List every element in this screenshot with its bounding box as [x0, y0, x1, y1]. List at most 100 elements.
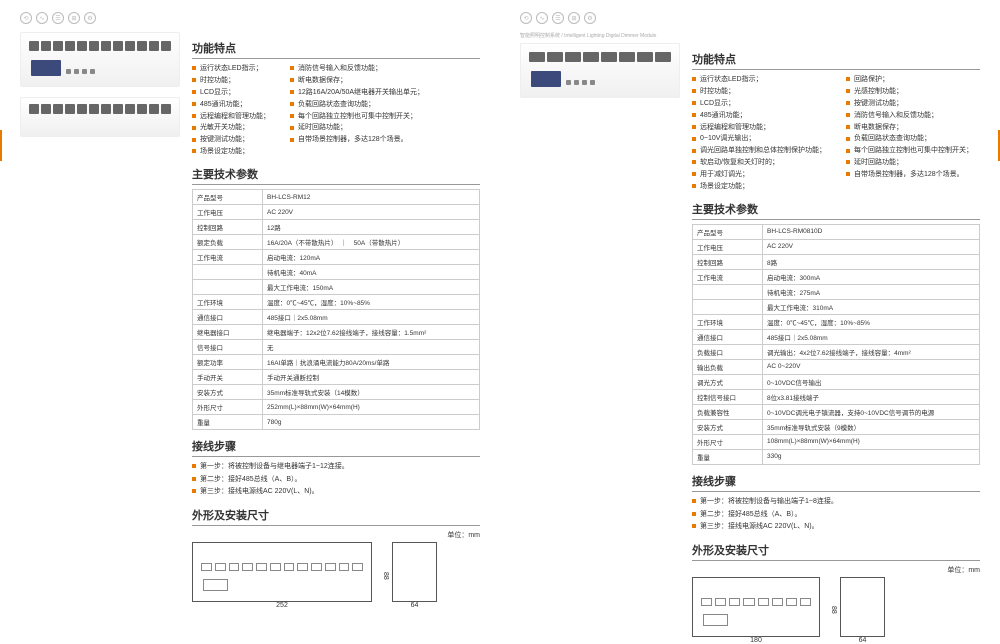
- step-item: 第二步：接好485总线（A、B）。: [692, 509, 980, 522]
- icon-3: ☰: [552, 12, 564, 24]
- spec-row: 产品型号BH-LCS-RM0810D: [693, 224, 980, 239]
- features-list: 运行状态LED指示；时控功能；LCD显示；485通讯功能；远程编程和管理功能；光…: [192, 63, 480, 158]
- feature-item: 0~10V调光输出；: [692, 133, 826, 145]
- front-view: [692, 577, 820, 637]
- feature-item: 负载回路状态查询功能；: [290, 99, 424, 111]
- spec-row: 工作电流启动电流：300mA: [693, 269, 980, 284]
- front-view: [192, 542, 372, 602]
- product-images: [520, 43, 680, 193]
- step-item: 第三步：接线电源线AC 220V(L、N)。: [192, 486, 480, 499]
- feature-item: 调光回路单独控制和总体控制保护功能；: [692, 145, 826, 157]
- icon-4: ⊞: [68, 12, 80, 24]
- feature-item: 用于减灯调光；: [692, 169, 826, 181]
- feature-item: 回路保护；: [846, 74, 973, 86]
- feature-item: 每个回路独立控制也可集中控制开关；: [290, 111, 424, 123]
- top-content: 功能特点 运行状态LED指示；时控功能；LCD显示；485通讯功能；远程编程和管…: [20, 32, 480, 430]
- dim-depth: 64: [840, 637, 885, 644]
- feature-item: 12路16A/20A/50A继电器开关输出单元；: [290, 87, 424, 99]
- dim-height: 88: [382, 572, 389, 580]
- spec-row: 工作环境温度：0℃~45℃，湿度：10%~85%: [693, 314, 980, 329]
- unit-label: 单位：mm: [692, 565, 980, 575]
- feature-item: LCD显示；: [692, 98, 826, 110]
- dim-title: 外形及安装尺寸: [692, 542, 980, 561]
- spec-title: 主要技术参数: [192, 166, 480, 185]
- feature-item: 每个回路独立控制也可集中控制开关；: [846, 145, 973, 157]
- feature-item: 负载回路状态查询功能；: [846, 133, 973, 145]
- spec-row: 调光方式0~10VDC信号输出: [693, 374, 980, 389]
- wiring-title: 接线步骤: [692, 473, 980, 492]
- feature-item: 按键测试功能；: [192, 134, 270, 146]
- dim-width: 252: [192, 602, 372, 609]
- unit-label: 单位：mm: [192, 530, 480, 540]
- icon-2: ∿: [36, 12, 48, 24]
- spec-table: 产品型号BH-LCS-RM12工作电压AC 220V控制回路12路额定负载16A…: [192, 189, 480, 430]
- section-tab: B: [0, 130, 2, 161]
- spec-row: 额定功率16AI单路｜抗浪涌电流能力80A/20ms/单路: [193, 355, 480, 370]
- category-icons: ⟲ ∿ ☰ ⊞ ⚙: [20, 12, 480, 24]
- spec-row: 额定负载16A/20A（不带散热片） ｜ 50A（带散热片）: [193, 235, 480, 250]
- feature-item: 自带场景控制器，多达128个场景。: [290, 134, 424, 146]
- feature-item: 消防信号输入和反馈功能；: [846, 110, 973, 122]
- icon-1: ⟲: [520, 12, 532, 24]
- spec-row: 控制回路8路: [693, 254, 980, 269]
- spec-row: 负载兼容性0~10VDC调光电子镇流器，支持0~10VDC信号调节的电源: [693, 404, 980, 419]
- feature-item: LCD显示；: [192, 87, 270, 99]
- spec-row: 重量780g: [193, 415, 480, 430]
- step-item: 第一步：将被控制设备与继电器端子1~12连接。: [192, 461, 480, 474]
- icon-4: ⊞: [568, 12, 580, 24]
- spec-row: 继电器接口继电器端子：12x2位7.62接线端子，接线容量：1.5mm²: [193, 325, 480, 340]
- spec-row: 待机电流：40mA: [193, 265, 480, 280]
- spec-row: 产品型号BH-LCS-RM12: [193, 190, 480, 205]
- feature-item: 远程编程和管理功能；: [692, 122, 826, 134]
- feature-item: 消防信号输入和反馈功能；: [290, 63, 424, 75]
- features-list: 运行状态LED指示；时控功能；LCD显示；485通讯功能；远程编程和管理功能；0…: [692, 74, 980, 193]
- spec-row: 工作环境温度：0℃~45℃，湿度：10%~85%: [193, 295, 480, 310]
- features-col2: 消防信号输入和反馈功能；断电数据保存；12路16A/20A/50A继电器开关输出…: [290, 63, 424, 158]
- icon-1: ⟲: [20, 12, 32, 24]
- icon-3: ☰: [52, 12, 64, 24]
- left-page: B 智能照明控制系统 ⟲ ∿ ☰ ⊞ ⚙ 功能特点 运行状态LED指示；时控功能…: [0, 0, 500, 576]
- spec-row: 工作电压AC 220V: [193, 205, 480, 220]
- wiring-title: 接线步骤: [192, 438, 480, 457]
- feature-item: 场景设定功能；: [692, 181, 826, 193]
- subtitle: 智能照明控制系统 / Intelligent Lighting Digital …: [520, 32, 980, 39]
- spec-row: 最大工作电流：150mA: [193, 280, 480, 295]
- features-title: 功能特点: [692, 51, 980, 70]
- feature-item: 断电数据保存；: [846, 122, 973, 134]
- spec-row: 通信接口485接口｜2x5.08mm: [693, 329, 980, 344]
- feature-item: 断电数据保存；: [290, 75, 424, 87]
- side-view: [392, 542, 437, 602]
- feature-item: 运行状态LED指示；: [692, 74, 826, 86]
- icon-2: ∿: [536, 12, 548, 24]
- feature-item: 运行状态LED指示；: [192, 63, 270, 75]
- spec-row: 负载接口调光输出：4x2位7.62接线端子，接线容量：4mm²: [693, 344, 980, 359]
- dim-title: 外形及安装尺寸: [192, 507, 480, 526]
- features-col1: 运行状态LED指示；时控功能；LCD显示；485通讯功能；远程编程和管理功能；0…: [692, 74, 826, 193]
- spec-row: 重量330g: [693, 449, 980, 464]
- step-item: 第一步：将被控制设备与输出端子1~8连接。: [692, 496, 980, 509]
- features-col2: 回路保护；光感控制功能；按键测试功能；消防信号输入和反馈功能；断电数据保存；负载…: [846, 74, 973, 193]
- step-item: 第二步：接好485总线（A、B）。: [192, 474, 480, 487]
- feature-item: 光感控制功能；: [846, 86, 973, 98]
- icon-5: ⚙: [84, 12, 96, 24]
- spec-row: 工作电压AC 220V: [693, 239, 980, 254]
- dim-depth: 64: [392, 602, 437, 609]
- feature-item: 远程编程和管理功能；: [192, 111, 270, 123]
- icon-5: ⚙: [584, 12, 596, 24]
- feature-item: 时控功能；: [192, 75, 270, 87]
- dimension-drawing: 180 88 64: [692, 577, 980, 644]
- feature-item: 光敏开关功能；: [192, 122, 270, 134]
- feature-item: 485通讯功能；: [692, 110, 826, 122]
- dim-height: 88: [830, 606, 837, 614]
- feature-item: 软启动/恢复和关灯时的；: [692, 157, 826, 169]
- device-photo-1: [520, 43, 680, 98]
- wiring-steps: 第一步：将被控制设备与输出端子1~8连接。第二步：接好485总线（A、B）。第三…: [692, 496, 980, 534]
- spec-row: 外形尺寸252mm(L)×88mm(W)×64mm(H): [193, 400, 480, 415]
- product-images: [20, 32, 180, 430]
- feature-item: 时控功能；: [692, 86, 826, 98]
- spec-title: 主要技术参数: [692, 201, 980, 220]
- features-title: 功能特点: [192, 40, 480, 59]
- top-content: 功能特点 运行状态LED指示；时控功能；LCD显示；485通讯功能；远程编程和管…: [520, 43, 980, 193]
- spec-row: 待机电流：275mA: [693, 284, 980, 299]
- feature-item: 延时回路功能；: [846, 157, 973, 169]
